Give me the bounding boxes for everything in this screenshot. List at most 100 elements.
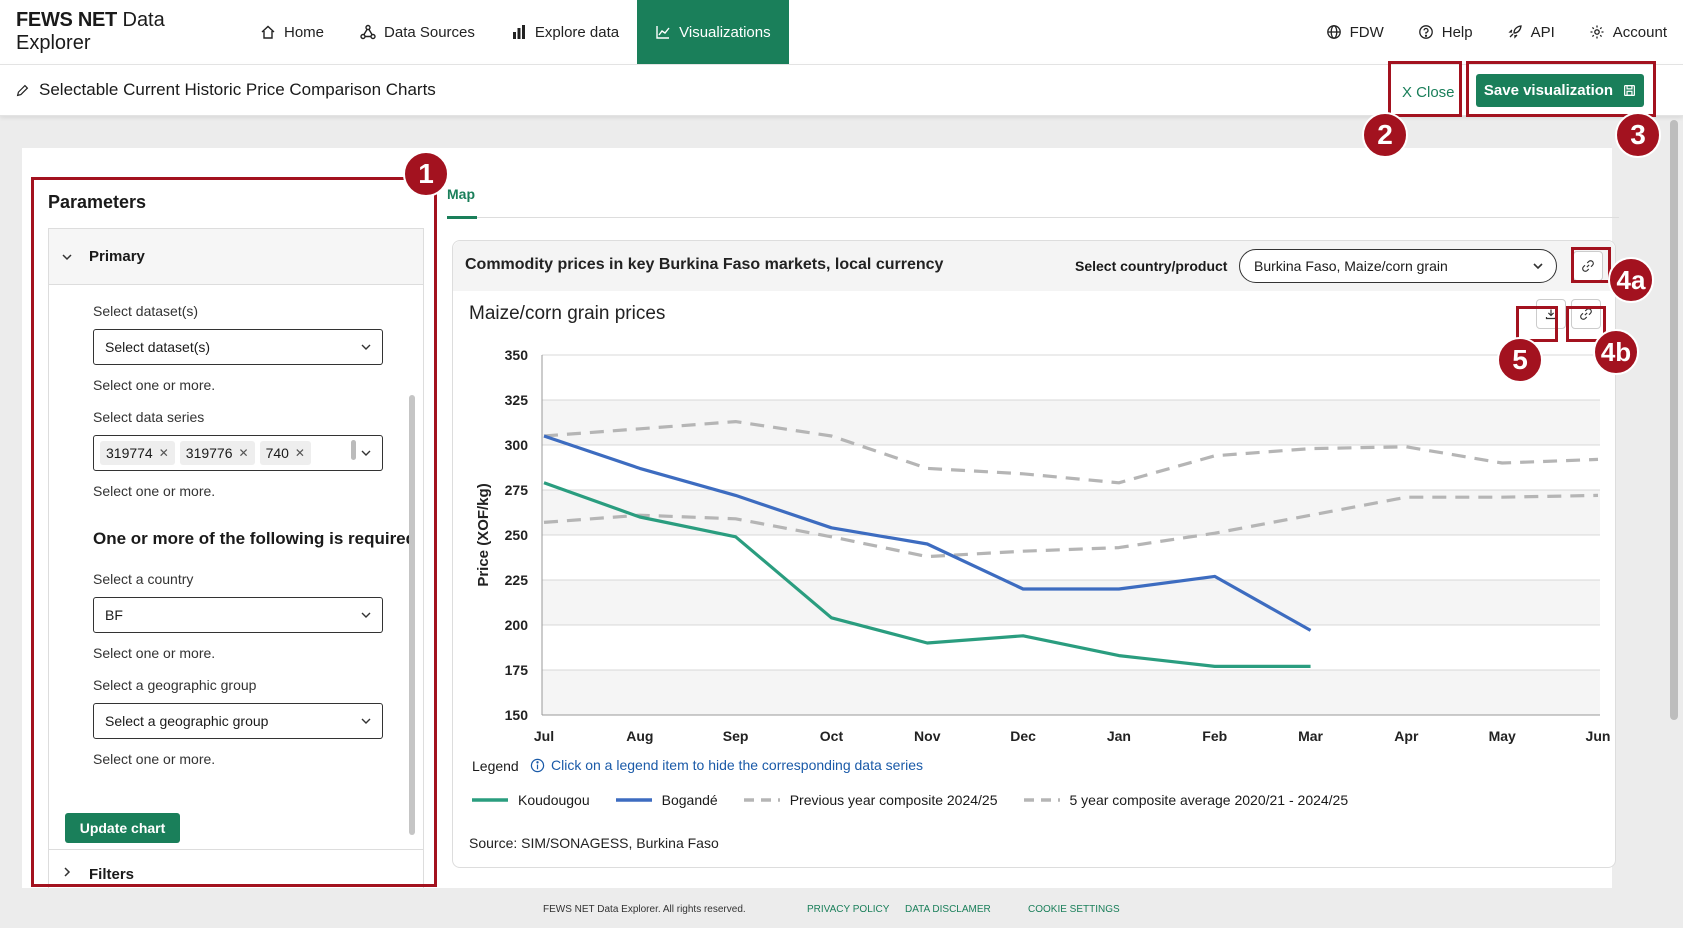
download-button[interactable] xyxy=(1536,299,1566,329)
remove-icon[interactable]: ✕ xyxy=(158,446,169,460)
gear-icon xyxy=(1590,25,1604,39)
nav-data-sources[interactable]: Data Sources xyxy=(342,0,493,64)
brand-logo[interactable]: FEWS NET Data Explorer xyxy=(16,9,165,54)
country-product-select[interactable]: Burkina Faso, Maize/corn grain xyxy=(1239,249,1557,283)
nav-account[interactable]: Account xyxy=(1589,0,1667,64)
chevron-down-icon xyxy=(1533,263,1543,270)
grid-band xyxy=(542,625,1600,670)
annotation-badge-2: 2 xyxy=(1362,112,1408,158)
pencil-icon xyxy=(16,84,29,96)
annotation-box-2 xyxy=(1388,61,1462,117)
chevron-down-icon xyxy=(62,253,72,260)
series-chip[interactable]: 319774 ✕ xyxy=(100,441,175,465)
x-tick-label: Mar xyxy=(1298,728,1323,744)
link-icon xyxy=(1580,308,1592,320)
legend-item-label: 5 year composite average 2020/21 - 2024/… xyxy=(1069,792,1349,808)
y-tick-label: 150 xyxy=(505,707,529,723)
nav-home[interactable]: Home xyxy=(242,0,342,64)
save-visualization-button[interactable]: Save visualization xyxy=(1476,74,1644,107)
x-tick-label: Aug xyxy=(626,728,653,744)
network-icon xyxy=(360,24,376,40)
legend-swatch xyxy=(615,798,652,802)
country-product-label: Select country/product xyxy=(1075,258,1228,274)
annotation-box-1 xyxy=(31,177,437,887)
y-tick-label: 275 xyxy=(505,482,529,498)
chevron-down-icon xyxy=(361,344,371,350)
legend: Koudougou Bogandé Previous year composite … xyxy=(472,792,1348,808)
data-disclaimer-link[interactable]: DATA DISCLAMER xyxy=(905,904,991,915)
grid-band xyxy=(542,400,1600,445)
chart-link-button[interactable] xyxy=(1571,299,1601,329)
nav-help[interactable]: Help xyxy=(1418,0,1473,64)
annotation-badge-4b: 4b xyxy=(1593,329,1639,375)
series-chip[interactable]: 740 ✕ xyxy=(259,441,311,465)
annotation-box-5 xyxy=(1516,306,1558,342)
series-chip[interactable]: 319776 ✕ xyxy=(179,441,255,465)
annotation-box-4a xyxy=(1571,247,1611,283)
country-select[interactable]: BF xyxy=(93,597,383,633)
x-tick-label: Feb xyxy=(1202,728,1227,744)
legend-item[interactable]: Koudougou xyxy=(472,792,590,808)
tab-active-indicator xyxy=(447,216,477,219)
remove-icon[interactable]: ✕ xyxy=(294,446,305,460)
series-line-1 xyxy=(543,434,1312,632)
scrollbar-thumb[interactable] xyxy=(409,395,415,835)
tab-map[interactable]: Map xyxy=(447,186,475,202)
grid-band xyxy=(542,670,1600,715)
params-scrollbar[interactable] xyxy=(407,285,417,859)
annotation-badge-5: 5 xyxy=(1497,337,1543,383)
chip-scrollbar[interactable] xyxy=(351,440,356,460)
nav-visualizations[interactable]: Visualizations xyxy=(637,0,789,64)
close-button[interactable]: X Close xyxy=(1402,83,1455,101)
cookie-settings-link[interactable]: COOKIE SETTINGS xyxy=(1028,904,1120,915)
series-line-3 xyxy=(543,493,1599,559)
info-icon xyxy=(530,758,545,772)
legend-item[interactable]: Previous year composite 2024/25 xyxy=(743,792,998,808)
dataset-select[interactable]: Select dataset(s) xyxy=(93,329,383,365)
grid-band xyxy=(542,580,1600,625)
legend-item[interactable]: 5 year composite average 2020/21 - 2024/… xyxy=(1023,792,1349,808)
chevron-down-icon xyxy=(361,450,371,456)
y-axis-label: Price (XOF/kg) xyxy=(475,483,492,586)
series-select[interactable]: 319774 ✕ 319776 ✕ 740 ✕ xyxy=(93,435,383,471)
y-tick-label: 175 xyxy=(505,662,529,678)
legend-item-label: Bogandé xyxy=(661,792,718,808)
primary-accordion-header[interactable]: Primary xyxy=(49,229,423,285)
legend-item[interactable]: Bogandé xyxy=(615,792,718,808)
nav-explore-data[interactable]: Explore data xyxy=(493,0,637,64)
page-scrollbar[interactable] xyxy=(1670,120,1678,720)
x-tick-label: Dec xyxy=(1010,728,1036,744)
x-tick-label: Jun xyxy=(1586,728,1611,744)
series-line-2 xyxy=(543,419,1599,485)
grid-band xyxy=(542,445,1600,490)
parameters-title: Parameters xyxy=(48,192,147,212)
privacy-policy-link[interactable]: PRIVACY POLICY xyxy=(807,904,890,915)
x-tick-label: Sep xyxy=(723,728,749,744)
link-icon xyxy=(1582,260,1594,272)
annotation-box-3 xyxy=(1466,61,1656,117)
annotation-badge-4a: 4a xyxy=(1608,257,1654,303)
grid-band xyxy=(542,535,1600,580)
nav-api[interactable]: API xyxy=(1507,0,1555,64)
chevron-down-icon xyxy=(361,612,371,618)
filters-accordion-header[interactable]: Filters xyxy=(49,849,423,891)
update-chart-button[interactable]: Update chart xyxy=(65,813,180,843)
y-tick-label: 300 xyxy=(505,437,529,453)
chevron-down-icon xyxy=(361,718,371,724)
card-title: Commodity prices in key Burkina Faso mar… xyxy=(465,256,944,273)
country-label: Select a country xyxy=(93,571,194,587)
series-label: Select data series xyxy=(93,409,205,425)
remove-icon[interactable]: ✕ xyxy=(238,446,249,460)
x-tick-label: May xyxy=(1489,728,1516,744)
nav-fdw[interactable]: FDW xyxy=(1326,0,1384,64)
series-hint: Select one or more. xyxy=(93,483,216,499)
legend-item-label: Previous year composite 2024/25 xyxy=(789,792,998,808)
y-tick-label: 325 xyxy=(505,392,529,408)
grid-band xyxy=(542,355,1600,400)
legend-info: Click on a legend item to hide the corre… xyxy=(530,757,923,773)
tab-divider xyxy=(447,217,1619,218)
help-icon xyxy=(1418,25,1433,39)
chart-title: Maize/corn grain prices xyxy=(469,303,666,324)
x-tick-label: Jan xyxy=(1107,728,1131,744)
geo-select[interactable]: Select a geographic group xyxy=(93,703,383,739)
